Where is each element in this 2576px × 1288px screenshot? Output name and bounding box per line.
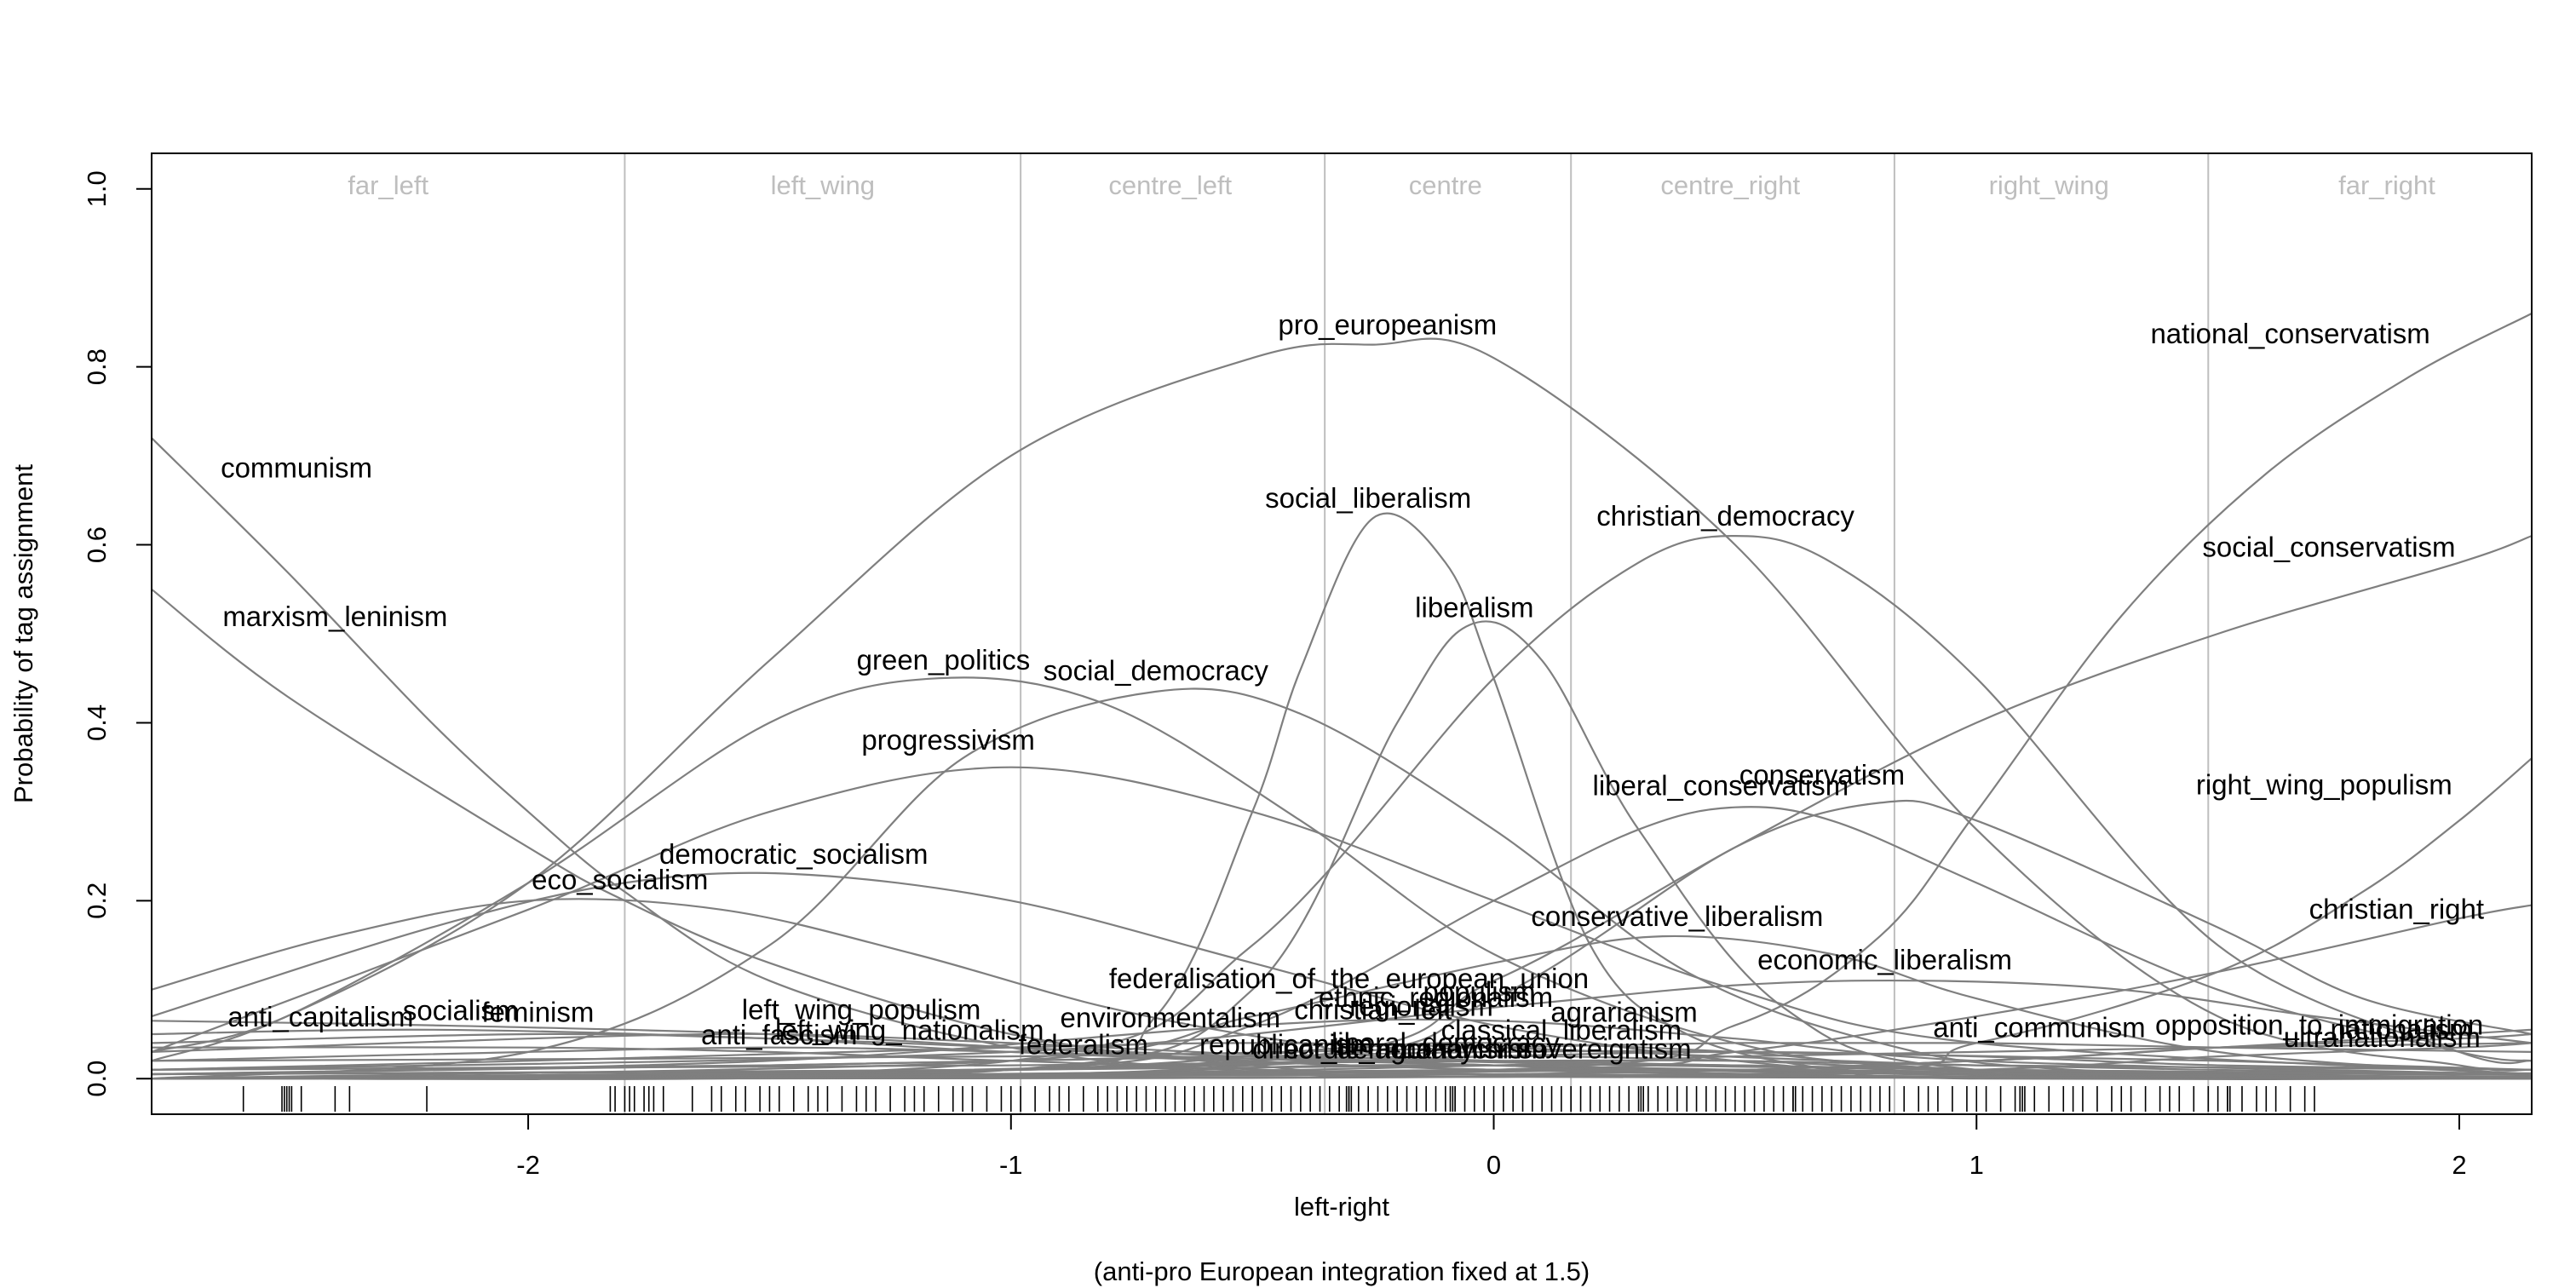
label-ethnic-regionalism: ethnic_regionalism xyxy=(1319,981,1553,1013)
label-ultranationalism: ultranationalism xyxy=(2284,1021,2481,1053)
curve-pro-europeanism xyxy=(151,337,2533,1072)
label-conservatism: conservatism xyxy=(1739,759,1905,791)
label-economic-liberalism: economic_liberalism xyxy=(1757,944,2012,975)
label-national-conservatism: national_conservatism xyxy=(2150,318,2429,349)
label-environmentalism: environmentalism xyxy=(1061,1002,1281,1033)
y-axis-label: Probability of tag assignment xyxy=(9,464,38,803)
label-nordic-agrarianism: nordic_agrarianism xyxy=(1283,1033,1522,1065)
region-label-far-left: far_left xyxy=(348,170,428,200)
label-agrarianism: agrarianism xyxy=(1550,997,1697,1028)
curve-labels: pro_europeanism social_liberalism christia… xyxy=(221,308,2484,1064)
x-tick-label: 2 xyxy=(2452,1150,2466,1180)
label-republicanism: republicanism xyxy=(1199,1028,1373,1060)
label-opposition-to-immigration: opposition_to_immigration xyxy=(2155,1009,2483,1040)
rug-marks xyxy=(242,1086,2315,1112)
label-communism: communism xyxy=(221,452,372,484)
curve-social-democracy xyxy=(151,687,2533,1080)
curve-communism xyxy=(151,437,2533,1080)
label-socialism: socialism xyxy=(403,995,519,1026)
region-label-centre-left: centre_left xyxy=(1108,170,1232,200)
label-nationalism: nationalism xyxy=(2331,1014,2473,1045)
plot-frame xyxy=(151,152,2533,1115)
label-federalisation-of-the-european-union: federalisation_of_the_european_union xyxy=(1109,963,1589,994)
label-anti-capitalism: anti_capitalism xyxy=(227,1001,413,1032)
x-tick-label: -1 xyxy=(999,1150,1023,1180)
label-liberal-conservatism: liberal_conservatism xyxy=(1592,769,1849,801)
label-liberalism: liberalism xyxy=(1415,592,1533,624)
label-christian-left: christian_left xyxy=(1294,994,1452,1026)
label-conservative-liberalism: conservative_liberalism xyxy=(1531,900,1823,932)
x-axis-label: left-right xyxy=(1294,1192,1389,1222)
x-axis: -2 -1 0 1 2 xyxy=(516,1114,2467,1180)
label-feminism: feminism xyxy=(481,997,594,1028)
region-label-centre-right: centre_right xyxy=(1660,170,1800,200)
label-monarchism: monarchism xyxy=(1393,1033,1546,1065)
y-tick-label: 0.2 xyxy=(82,883,112,919)
label-left-wing-nationalism: left_wing_nationalism xyxy=(775,1015,1044,1046)
label-social-democracy: social_democracy xyxy=(1044,655,1269,687)
curve-ultranationalism xyxy=(151,1042,2533,1080)
label-pro-europeanism: pro_europeanism xyxy=(1278,308,1497,340)
label-right-wing-populism: right_wing_populism xyxy=(2196,768,2452,800)
y-tick-label: 0.8 xyxy=(82,348,112,385)
label-christian-right: christian_right xyxy=(2309,894,2484,925)
label-sovereigntism: sovereigntism xyxy=(1518,1033,1692,1065)
label-populism: populism xyxy=(1423,976,1535,1008)
label-marxism-leninism: marxism_leninism xyxy=(222,601,447,632)
tag-curves xyxy=(151,313,2533,1081)
label-progressivism: progressivism xyxy=(861,724,1035,756)
label-green-politics: green_politics xyxy=(857,644,1031,676)
region-label-right-wing: right_wing xyxy=(1989,170,2109,200)
chart-caption: (anti-pro European integration fixed at … xyxy=(1094,1256,1590,1286)
label-federalism: federalism xyxy=(1019,1028,1148,1060)
y-tick-label: 1.0 xyxy=(82,170,112,207)
y-tick-label: 0.4 xyxy=(82,704,112,741)
curve-marxism-leninism xyxy=(151,588,2533,1080)
label-classical-liberalism: classical_liberalism xyxy=(1441,1015,1682,1046)
ideology-regions: far_left left_wing centre_left centre centre… xyxy=(348,153,2435,1114)
y-tick-label: 0.0 xyxy=(82,1061,112,1097)
label-eco-socialism: eco_socialism xyxy=(532,864,708,895)
y-tick-label: 0.6 xyxy=(82,526,112,563)
region-label-far-right: far_right xyxy=(2338,170,2435,200)
curve-federalisation-of-the-european-union xyxy=(151,1018,2533,1076)
label-liberal-democracy: liberal_democracy xyxy=(1331,1026,1560,1058)
curve-regionalism xyxy=(151,1059,2533,1071)
curve-left-wing-populism xyxy=(151,1032,2533,1080)
x-tick-label: 0 xyxy=(1486,1150,1501,1180)
label-regionalism: regionalism xyxy=(1349,990,1493,1021)
label-social-conservatism: social_conservatism xyxy=(2202,531,2455,562)
x-tick-label: -2 xyxy=(516,1150,540,1180)
label-left-wing-populism: left_wing_populism xyxy=(742,994,981,1026)
region-label-centre: centre xyxy=(1409,170,1482,200)
region-label-left-wing: left_wing xyxy=(771,170,875,200)
label-anti-communism: anti_communism xyxy=(1933,1011,2145,1043)
label-anti-fascism: anti_fascism xyxy=(701,1019,857,1050)
label-christian-democracy: christian_democracy xyxy=(1596,500,1854,532)
x-tick-label: 1 xyxy=(1969,1150,1984,1180)
label-direct-democracy: direct_democracy xyxy=(1252,1033,1475,1065)
label-social-liberalism: social_liberalism xyxy=(1265,482,1471,514)
label-democratic-socialism: democratic_socialism xyxy=(659,838,928,870)
y-axis: 0.0 0.2 0.4 0.6 0.8 1.0 xyxy=(82,170,152,1097)
